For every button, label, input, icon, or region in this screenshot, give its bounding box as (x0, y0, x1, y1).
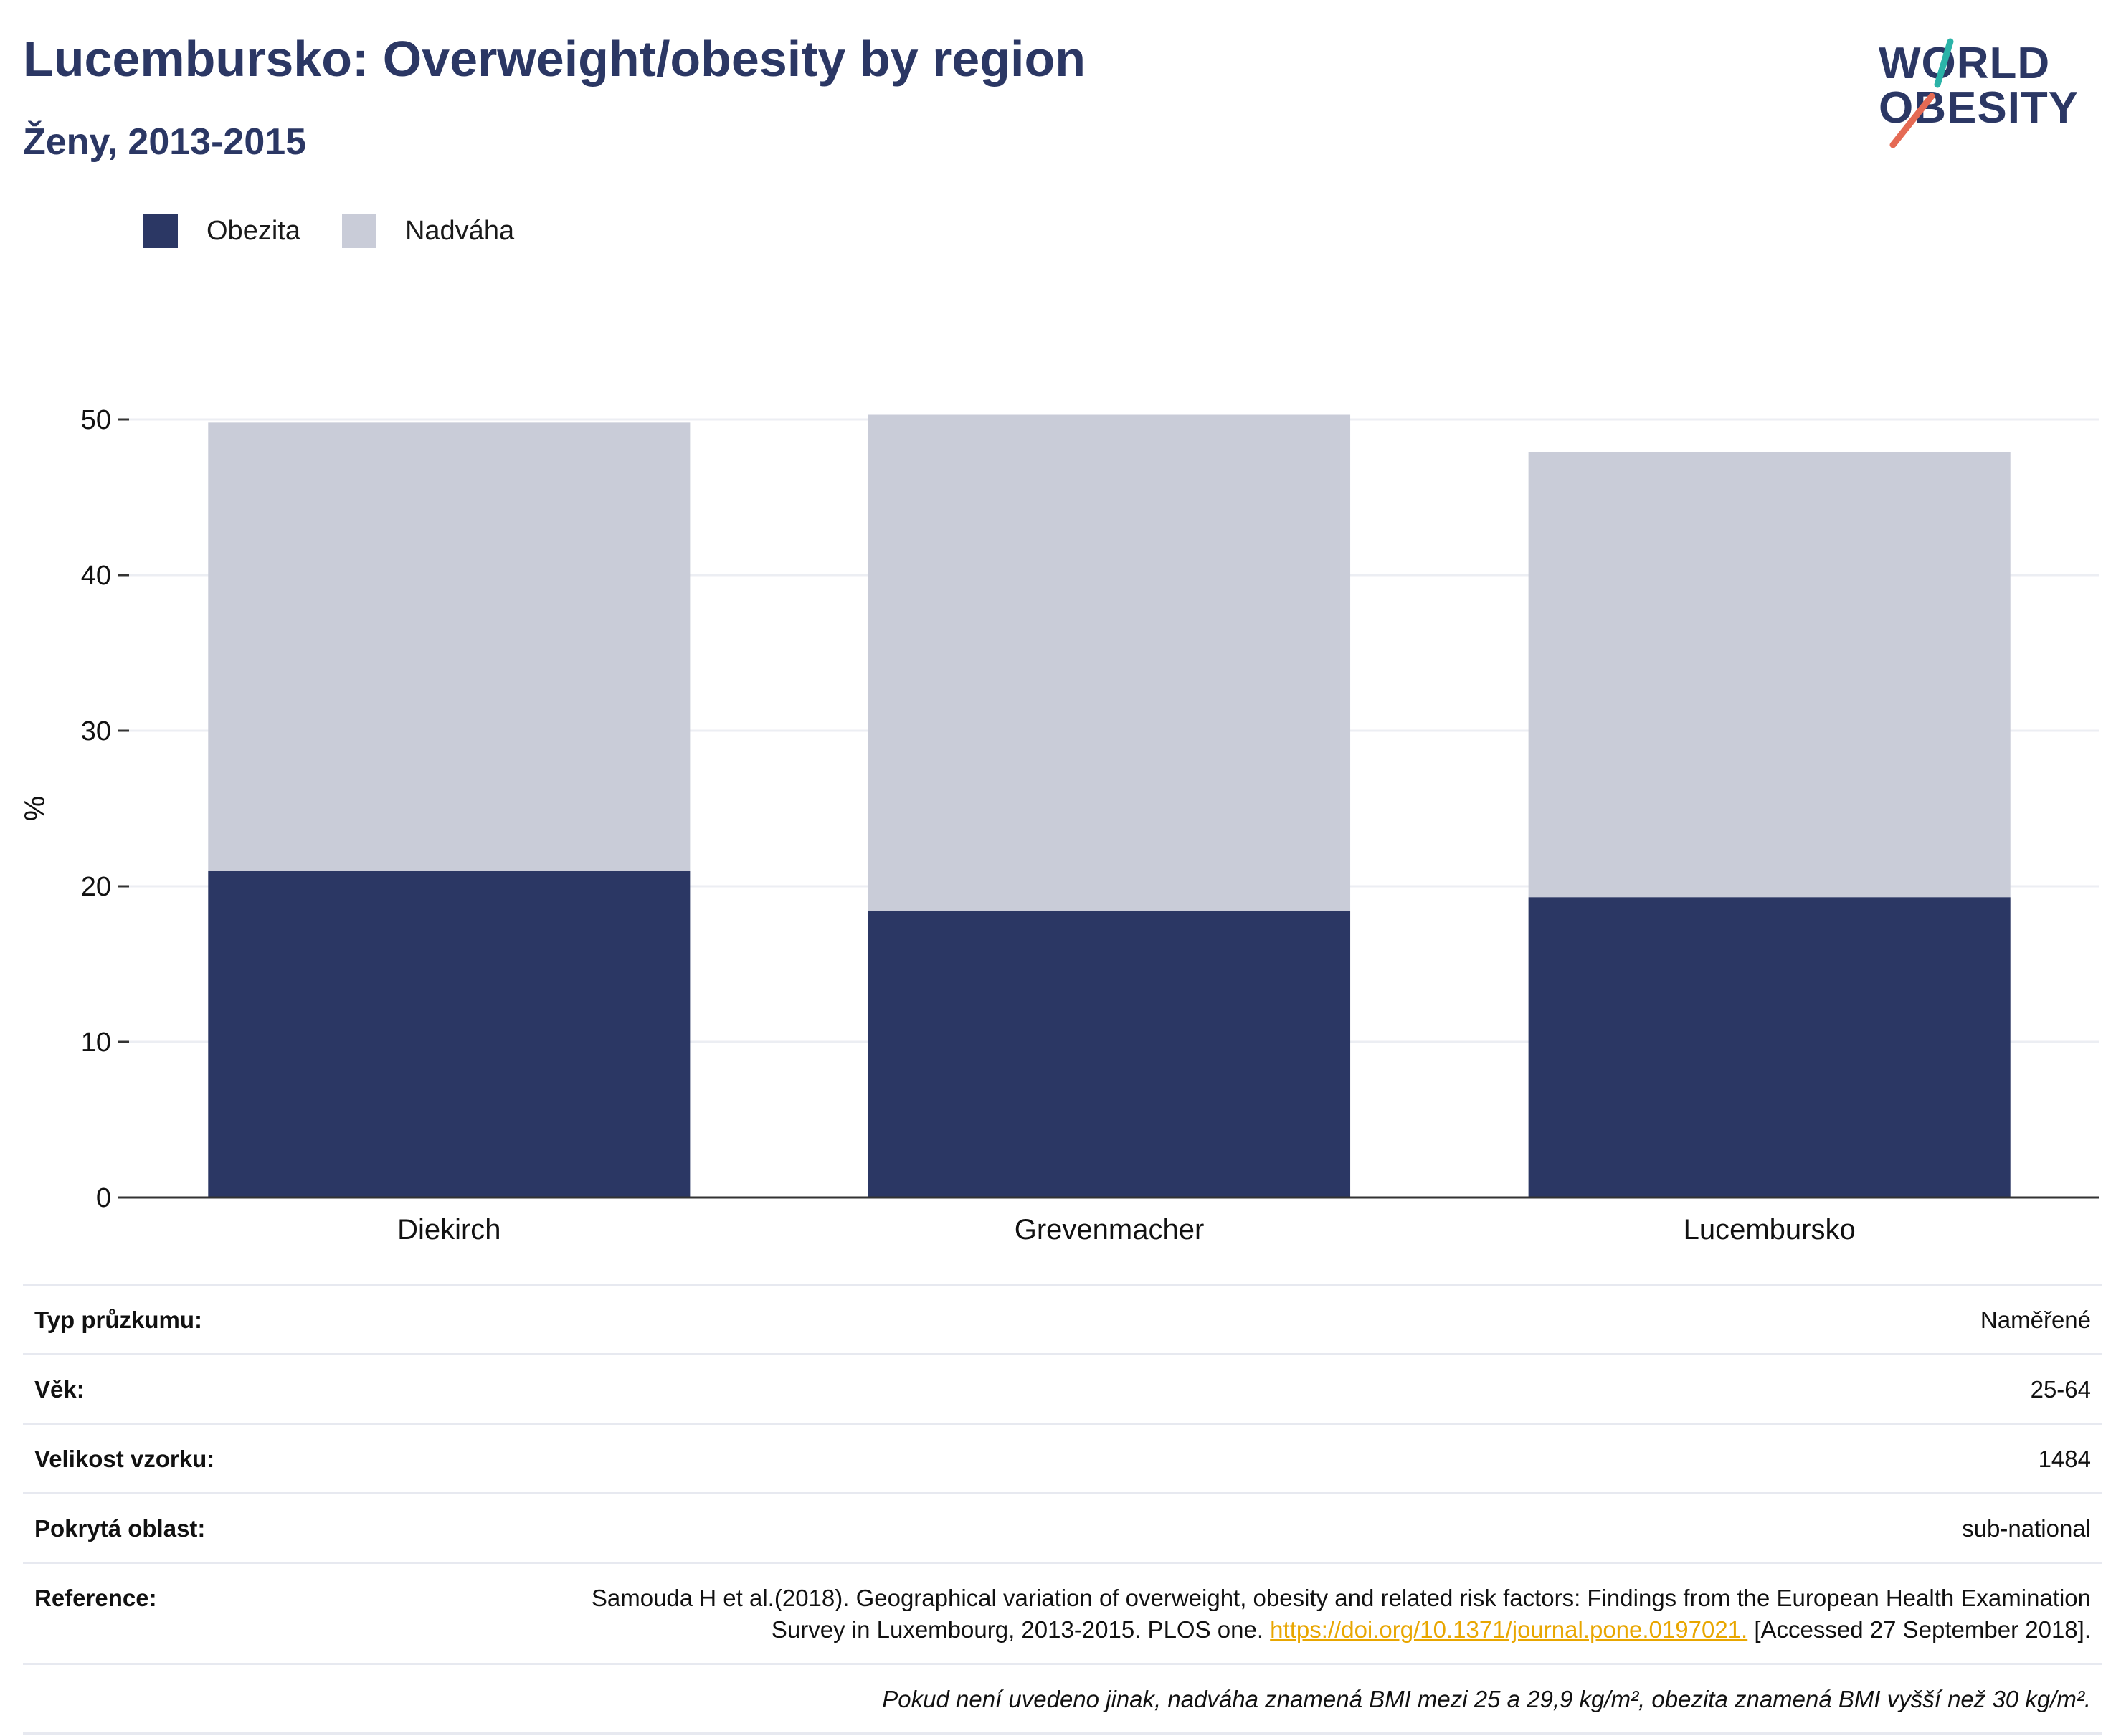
age-label: Věk: (34, 1376, 85, 1403)
x-tick-label: Diekirch (397, 1214, 500, 1246)
y-tick-label: 10 (81, 1028, 111, 1058)
bar-nadvaha-0 (208, 422, 691, 871)
bar-obezita-2 (1528, 897, 2011, 1197)
legend-swatch-obezita (143, 214, 178, 248)
info-row-survey-type: Typ průzkumu: Naměřené (23, 1286, 2102, 1355)
bar-nadvaha-2 (1528, 452, 2011, 898)
bar-nadvaha-1 (868, 414, 1351, 911)
bar-obezita-1 (868, 911, 1351, 1197)
chart-legend: Obezita Nadváha (143, 214, 556, 248)
chart-title: Lucembursko: Overweight/obesity by regio… (23, 31, 1086, 87)
info-row-age: Věk: 25-64 (23, 1355, 2102, 1425)
info-row-coverage: Pokrytá oblast: sub-national (23, 1494, 2102, 1564)
legend-item-nadvaha[interactable]: Nadváha (341, 214, 515, 248)
survey-type-value: Naměřené (1980, 1306, 2091, 1333)
info-row-note: Pokud není uvedeno jinak, nadváha znamen… (23, 1665, 2102, 1735)
survey-info-table: Typ průzkumu: Naměřené Věk: 25-64 Veliko… (23, 1284, 2102, 1735)
legend-label-obezita: Obezita (207, 215, 300, 246)
info-row-reference: Reference: Samouda H et al.(2018). Geogr… (23, 1564, 2102, 1665)
reference-text: Samouda H et al.(2018). Geographical var… (591, 1585, 2091, 1643)
logo-slash-icon (1889, 38, 1954, 148)
sample-size-value: 1484 (2038, 1446, 2091, 1472)
age-value: 25-64 (2030, 1376, 2091, 1403)
x-tick-label: Grevenmacher (1015, 1214, 1205, 1246)
bmi-definition-note: Pokud není uvedeno jinak, nadváha znamen… (882, 1686, 2091, 1712)
world-obesity-logo: WORLD OBESITY (1864, 22, 2101, 151)
legend-item-obezita[interactable]: Obezita (143, 214, 300, 248)
y-tick-label: 0 (96, 1183, 111, 1213)
survey-type-label: Typ průzkumu: (34, 1306, 203, 1333)
y-tick-label: 50 (81, 405, 111, 435)
coverage-label: Pokrytá oblast: (34, 1515, 206, 1542)
coverage-value: sub-national (1962, 1515, 2091, 1542)
reference-accessed-text: [Accessed 27 September 2018]. (1747, 1616, 2091, 1643)
sample-size-label: Velikost vzorku: (34, 1446, 215, 1472)
y-tick-label: 40 (81, 561, 111, 591)
y-tick-label: 30 (81, 716, 111, 746)
reference-label: Reference: (34, 1585, 157, 1611)
reference-value: Samouda H et al.(2018). Geographical var… (585, 1583, 2091, 1646)
logo-text-world: WORLD (1879, 39, 2051, 88)
stacked-bar-chart: 0 10 20 30 40 50 Diekirch Grevenmacher Lucemburs… (19, 405, 2099, 1246)
info-row-sample-size: Velikost vzorku: 1484 (23, 1425, 2102, 1494)
reference-doi-link[interactable]: https://doi.org/10.1371/journal.pone.019… (1270, 1616, 1748, 1643)
y-axis-label: % (19, 796, 51, 822)
x-tick-label: Lucembursko (1684, 1214, 1856, 1246)
y-tick-label: 20 (81, 872, 111, 902)
legend-swatch-nadvaha (341, 214, 376, 248)
chart-subtitle: Ženy, 2013-2015 (23, 121, 307, 163)
bar-obezita-0 (208, 871, 691, 1197)
legend-label-nadvaha: Nadváha (404, 215, 515, 246)
